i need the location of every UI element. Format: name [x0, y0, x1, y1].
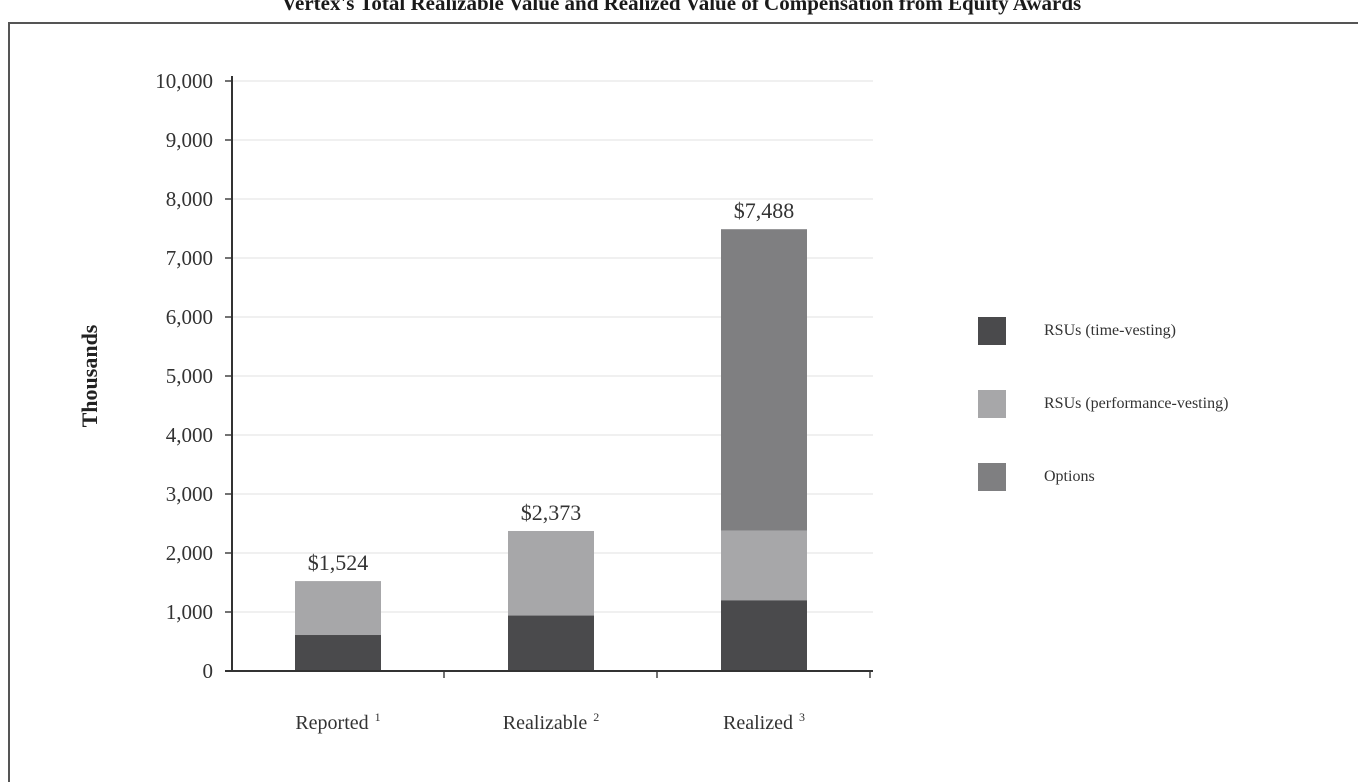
legend-label-rsu-time: RSUs (time-vesting)	[1044, 322, 1176, 339]
bar-realizable-series-1	[508, 530, 594, 616]
legend-label-options: Options	[1044, 468, 1095, 485]
bar-realized-series-2	[721, 229, 807, 531]
y-tick-label: 7,000	[166, 246, 213, 270]
y-tick-label: 3,000	[166, 482, 213, 506]
chart-title: Vertex's Total Realizable Value and Real…	[281, 0, 1082, 15]
y-tick-label: 6,000	[166, 305, 213, 329]
category-footnote: 2	[593, 710, 599, 724]
y-tick-label: 2,000	[166, 541, 213, 565]
category-name: Realized	[723, 712, 793, 734]
y-tick-label: 9,000	[166, 128, 213, 152]
legend-swatch-rsu-time	[978, 317, 1006, 345]
y-tick-label: 10,000	[155, 69, 213, 93]
axes	[225, 76, 873, 678]
bar-total-label: $7,488	[734, 198, 795, 223]
bar-realized-series-0	[721, 600, 807, 671]
category-footnote: 3	[799, 710, 805, 724]
legend-item-rsu-time: RSUs (time-vesting)	[978, 316, 1228, 346]
legend-item-rsu-performance: RSUs (performance-vesting)	[978, 389, 1228, 419]
figure-frame	[8, 22, 1358, 782]
y-axis-title: Thousands	[77, 324, 102, 427]
y-tick-label: 4,000	[166, 423, 213, 447]
category-name: Realizable	[503, 712, 588, 734]
legend-item-options: Options	[978, 462, 1228, 492]
legend-swatch-rsu-performance	[978, 390, 1006, 418]
bars	[295, 229, 807, 671]
x-category-label: Reported 1	[295, 710, 380, 734]
labels: 0 1,000 2,000 3,000 4,000 5,000 6,000 7,000 8,00…	[77, 69, 805, 734]
y-tick-label: 5,000	[166, 364, 213, 388]
legend-label-rsu-performance: RSUs (performance-vesting)	[1044, 395, 1229, 412]
x-category-label: Realized 3	[723, 710, 805, 734]
legend-swatch-options	[978, 463, 1006, 491]
bar-realizable-series-0	[508, 615, 594, 671]
bar-reported-series-0	[295, 635, 381, 671]
category-name: Reported	[295, 712, 368, 734]
bar-total-label: $1,524	[308, 550, 369, 575]
bar-total-label: $2,373	[521, 500, 582, 525]
y-tick-label: 8,000	[166, 187, 213, 211]
bar-reported-series-1	[295, 581, 381, 636]
legend: RSUs (time-vesting) RSUs (performance-ve…	[978, 316, 1228, 535]
x-category-label: Realizable 2	[503, 710, 599, 734]
y-tick-label: 0	[203, 659, 214, 683]
y-tick-label: 1,000	[166, 600, 213, 624]
bar-realized-series-1	[721, 530, 807, 601]
category-footnote: 1	[375, 710, 381, 724]
